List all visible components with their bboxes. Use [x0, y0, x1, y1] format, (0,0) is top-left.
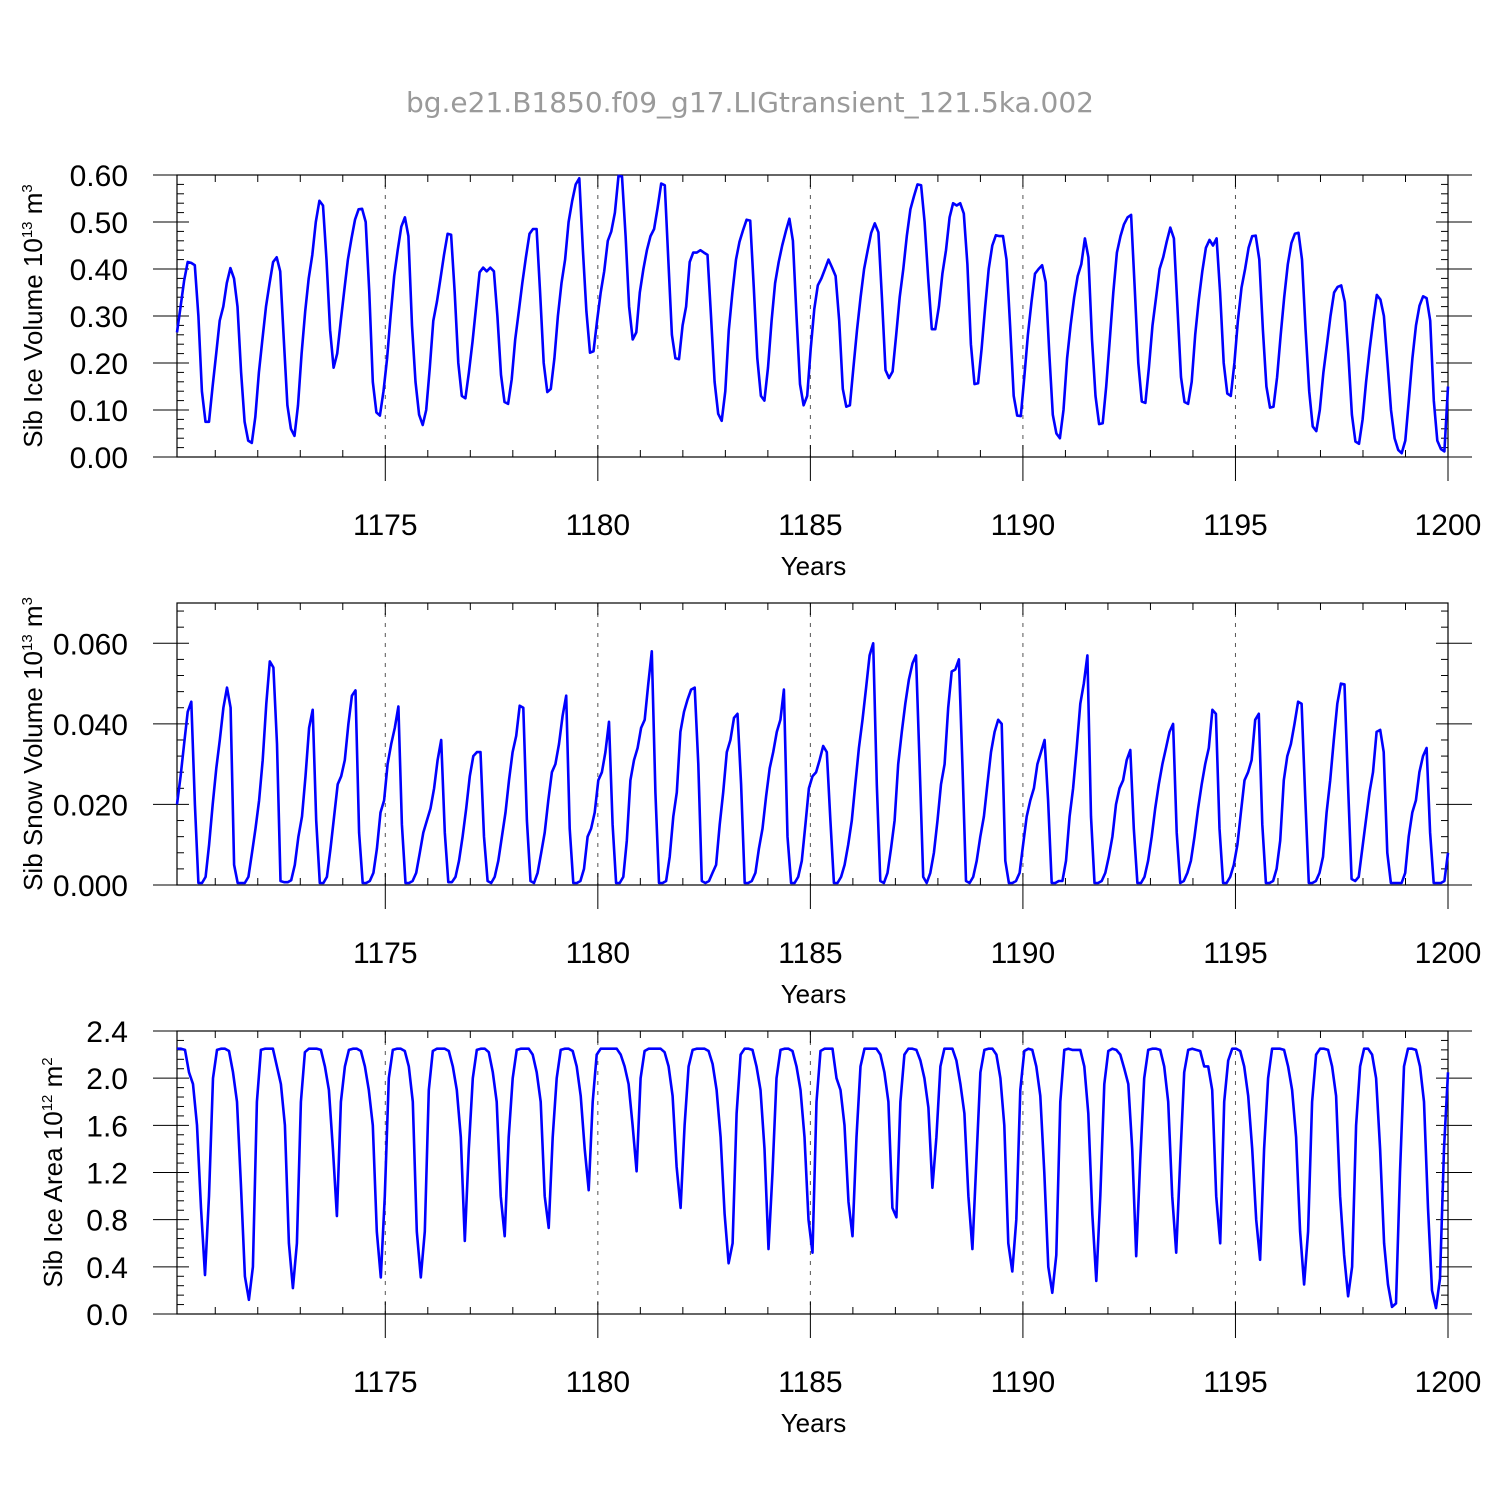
x-tick-label: 1200: [1415, 937, 1482, 970]
panel-sib-snow-volume: 0.000 0.020 0.040 0.060 1175 1180 1185 1190 1195…: [18, 597, 1481, 1009]
x-tick-label: 1195: [1203, 937, 1268, 970]
y-tick-label: 0.4: [86, 1252, 128, 1285]
x-tick-label: 1200: [1415, 1366, 1482, 1399]
series-line-sib-ice-volume: [175, 174, 1450, 455]
x-tick-label: 1195: [1203, 509, 1268, 542]
y-tick-label: 0.0: [86, 1299, 128, 1332]
y-tick-label: 0.10: [70, 395, 128, 428]
y-tick-label: 0.40: [70, 254, 128, 287]
x-tick-label: 1190: [991, 1366, 1056, 1399]
y-tick-label: 0.020: [53, 789, 128, 822]
y-tick-label: 0.000: [53, 870, 128, 903]
y-tick-label: 0.60: [70, 160, 128, 193]
y-tick-label: 0.8: [86, 1205, 128, 1238]
y-tick-label: 1.6: [86, 1110, 128, 1143]
panel-sib-ice-volume: 0.00 0.10 0.20 0.30 0.40 0.50 0.60 1175 1180 1185…: [18, 160, 1481, 581]
x-tick-label: 1175: [353, 937, 418, 970]
y-tick-label: 0.060: [53, 628, 128, 661]
x-tick-label: 1190: [991, 937, 1056, 970]
x-tick-label: 1185: [778, 1366, 843, 1399]
y-axis-label: Sib Snow Volume 1013 m3: [18, 597, 48, 891]
y-tick-label: 0.040: [53, 709, 128, 742]
x-tick-label: 1185: [778, 937, 843, 970]
y-axis-label: Sib Ice Area 1012 m2: [38, 1057, 68, 1287]
chart-title: bg.e21.B1850.f09_g17.LIGtransient_121.5k…: [406, 86, 1094, 119]
x-axis-label: Years: [781, 551, 847, 581]
plot-frame: [176, 174, 1449, 458]
x-tick-label: 1200: [1415, 509, 1482, 542]
y-tick-label: 2.4: [86, 1016, 128, 1049]
y-tick-label: 0.00: [70, 442, 128, 475]
x-tick-label: 1180: [566, 509, 631, 542]
x-tick-label: 1175: [353, 509, 418, 542]
x-tick-label: 1180: [566, 937, 631, 970]
y-tick-label: 0.20: [70, 348, 128, 381]
x-tick-label: 1190: [991, 509, 1056, 542]
y-tick-label: 2.0: [86, 1063, 128, 1096]
x-tick-label: 1195: [1203, 1366, 1268, 1399]
panel-sib-ice-area: 0.0 0.4 0.8 1.2 1.6 2.0 2.4 1175 1180 1185 1190 119…: [38, 1016, 1481, 1438]
y-tick-label: 0.50: [70, 207, 128, 240]
series-line-sib-snow-volume: [175, 641, 1450, 885]
plot-frame: [176, 602, 1449, 886]
x-axis-label: Years: [781, 1408, 847, 1438]
x-tick-label: 1175: [353, 1366, 418, 1399]
y-tick-label: 0.30: [70, 301, 128, 334]
x-axis-label: Years: [781, 979, 847, 1009]
plot-frame: [176, 1030, 1449, 1315]
series-line-sib-ice-area: [177, 1047, 1450, 1310]
x-tick-label: 1180: [566, 1366, 631, 1399]
y-tick-label: 1.2: [86, 1158, 128, 1191]
x-tick-label: 1185: [778, 509, 843, 542]
y-axis-label: Sib Ice Volume 1013 m3: [18, 184, 48, 448]
